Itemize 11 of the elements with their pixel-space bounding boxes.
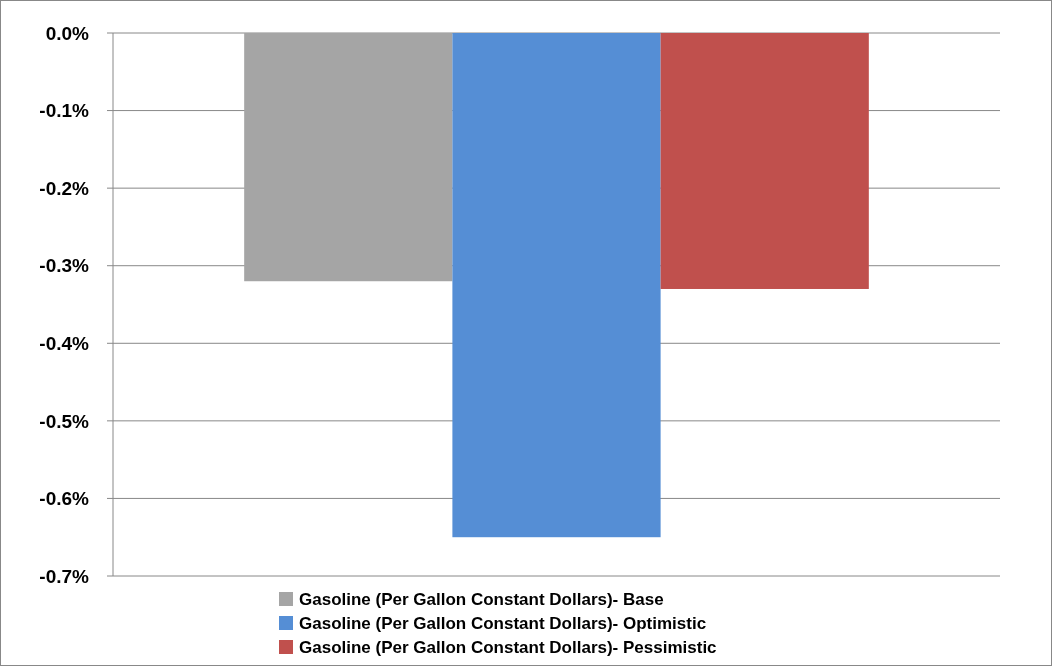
y-tick-label: -0.6% xyxy=(39,488,90,510)
legend-label: Gasoline (Per Gallon Constant Dollars)- Pessimistic xyxy=(299,638,717,657)
y-tick-label: 0.0% xyxy=(45,22,90,44)
legend-label: Gasoline (Per Gallon Constant Dollars)- Optimistic xyxy=(299,614,707,633)
y-tick-label: -0.4% xyxy=(39,332,90,354)
y-tick-label: -0.5% xyxy=(39,410,90,432)
y-tick-label: -0.2% xyxy=(39,177,90,199)
y-tick-label: -0.1% xyxy=(39,100,90,122)
legend-label: Gasoline (Per Gallon Constant Dollars)- Base xyxy=(299,590,664,609)
y-tick-label: -0.3% xyxy=(39,255,90,277)
y-tick-label: -0.7% xyxy=(39,565,90,587)
